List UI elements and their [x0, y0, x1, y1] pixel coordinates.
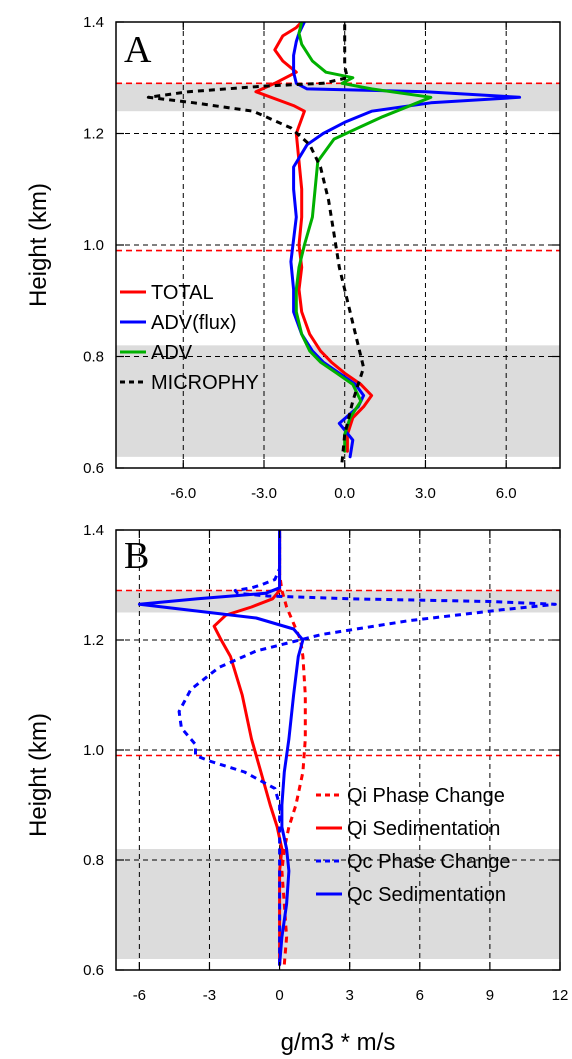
y-axis-label-a: Height (km) [25, 183, 52, 307]
panel-b-legend-label-qi-sedimentation: Qi Sedimentation [347, 818, 500, 840]
panel-a-legend-label-adv: ADV [151, 342, 193, 364]
panel-a-shaded-band-2 [116, 83, 560, 112]
panel-a-y-tick-label-0: 0.6 [83, 460, 104, 477]
panel-b-y-tick-label-0: 0.6 [83, 962, 104, 979]
panel-a-x-tick-label-0: -6.0 [170, 485, 196, 502]
panel-a-series-adv-flux [289, 22, 522, 459]
panel-a-shaded-band-1 [116, 345, 560, 457]
panel-b-x-tick-label-3: 3 [346, 987, 354, 1004]
panel-a-y-tick-label-1: 0.8 [83, 349, 104, 366]
panel-a-legend-label-microphy: MICROPHY [151, 372, 259, 394]
panel-b-x-tick-label-6: 12 [552, 987, 569, 1004]
panel-a-x-tick-label-1: -3.0 [251, 485, 277, 502]
panel-a-y-tick-label-2: 1.0 [83, 237, 104, 254]
panel-b-y-tick-label-1: 0.8 [83, 852, 104, 869]
panel-a-legend-label-adv-flux: ADV(flux) [151, 312, 237, 334]
panel-a-letter: A [124, 29, 152, 71]
panel-b-series-qc-sedimentation [137, 530, 305, 966]
y-axis-label-b: Height (km) [25, 713, 52, 837]
panel-a-series-total [254, 22, 374, 453]
panel-b-letter: B [124, 535, 149, 577]
panel-b-x-tick-label-5: 9 [486, 987, 494, 1004]
x-axis-label: g/m3 * m/s [281, 1029, 396, 1056]
panel-a: -6.0 -3.0 0.0 3.0 6.0 0.6 0.8 1.0 1.2 1.4 A TOTAL AD… [83, 14, 561, 502]
panel-a-legend-label-total: TOTAL [151, 282, 214, 304]
panel-b-legend-label-qi-phase-change: Qi Phase Change [347, 785, 505, 807]
panel-b-y-tick-label-2: 1.0 [83, 742, 104, 759]
panel-b-y-tick-label-3: 1.2 [83, 632, 104, 649]
panel-b-x-tick-label-0: -6 [133, 987, 146, 1004]
panel-b: -6 -3 0 3 6 9 12 0.6 0.8 1.0 1.2 1.4 B Qi Phase Chang… [83, 522, 568, 1004]
panel-b-legend-label-qc-sedimentation: Qc Sedimentation [347, 884, 506, 906]
panel-b-x-tick-label-4: 6 [416, 987, 424, 1004]
panel-a-x-tick-label-3: 3.0 [415, 485, 436, 502]
panel-a-y-tick-label-3: 1.2 [83, 126, 104, 143]
panel-b-x-tick-label-2: 0 [275, 987, 283, 1004]
panel-a-x-tick-label-2: 0.0 [334, 485, 355, 502]
panel-b-x-tick-label-1: -3 [203, 987, 216, 1004]
panel-b-series-qc-phase-change [177, 530, 557, 965]
panel-b-shaded-band-1 [116, 849, 560, 959]
panel-a-series-adv [294, 22, 433, 453]
panel-b-legend-label-qc-phase-change: Qc Phase Change [347, 851, 510, 873]
panel-b-y-tick-label-4: 1.4 [83, 522, 104, 539]
panel-a-x-tick-label-4: 6.0 [496, 485, 517, 502]
panel-a-series-microphy [146, 22, 366, 463]
panel-a-y-tick-label-4: 1.4 [83, 14, 104, 31]
panel-b-series-qi-phase-change [278, 530, 307, 965]
